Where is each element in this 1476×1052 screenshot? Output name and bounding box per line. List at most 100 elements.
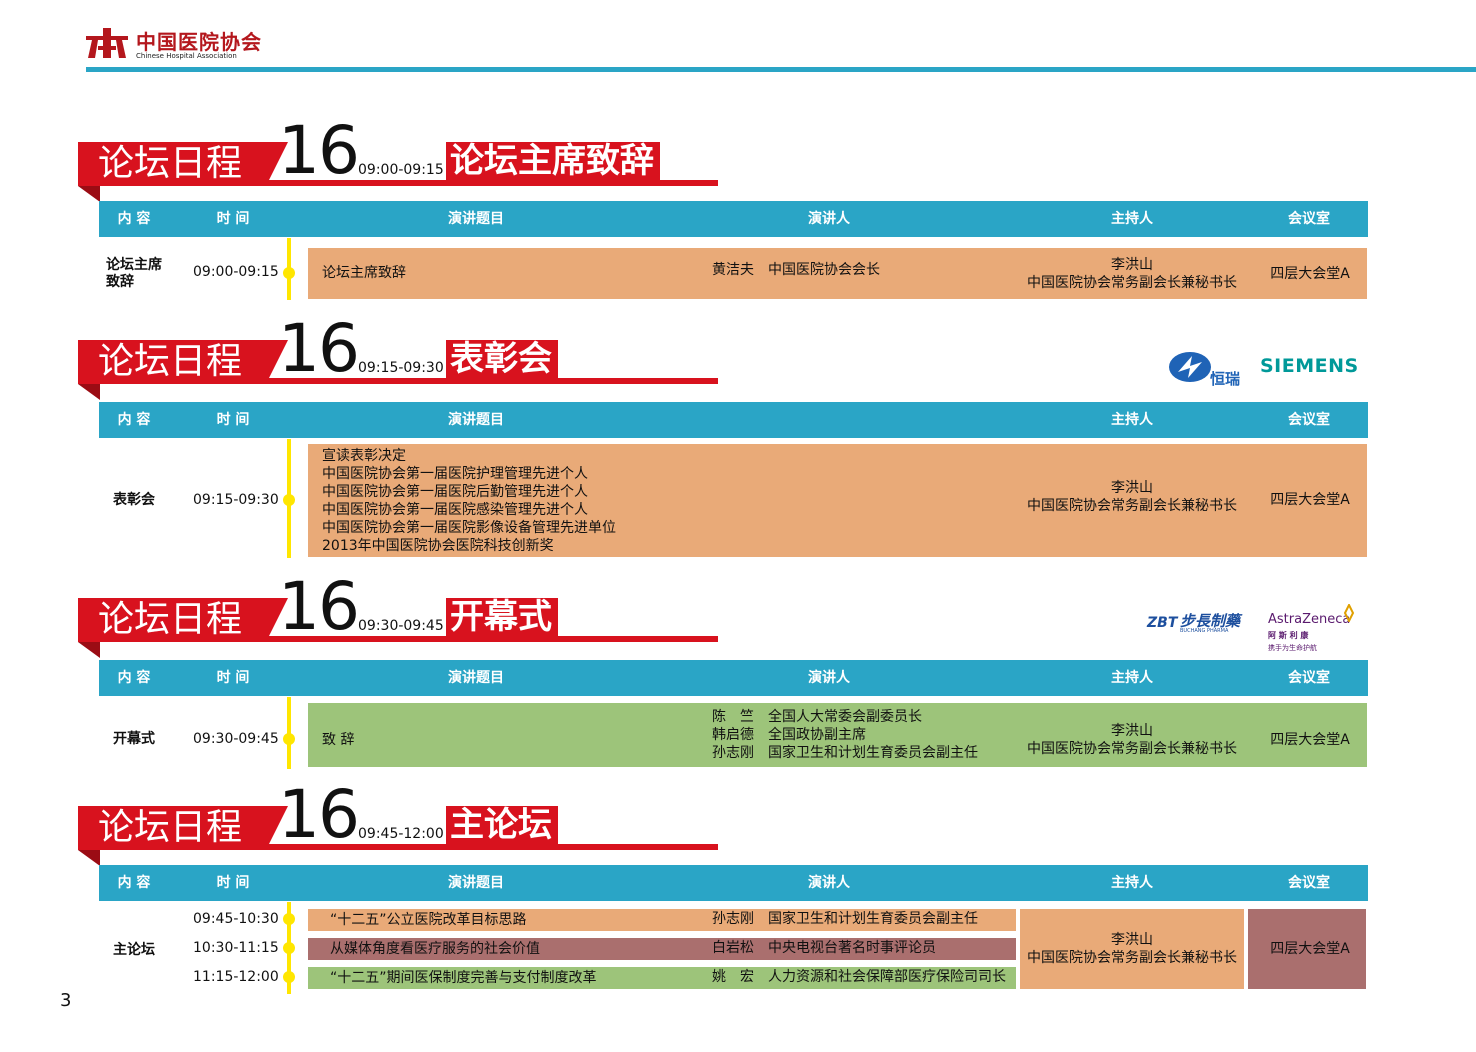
row-label: 开幕式 xyxy=(113,731,155,747)
header-divider xyxy=(86,67,1476,72)
row-time: 10:30-11:15 xyxy=(193,940,279,956)
room-cell xyxy=(1248,909,1366,989)
org-name-en: Chinese Hospital Association xyxy=(136,52,237,60)
section-banner-main-forum: 论坛日程 16 09:45-12:00 主论坛 xyxy=(78,780,718,866)
topic: 致 辞 xyxy=(322,732,355,748)
sponsor-astrazeneca-slogan: 携手为生命护航 xyxy=(1268,644,1317,652)
col-content: 内 容 xyxy=(117,670,151,686)
host-name: 李洪山 xyxy=(1111,932,1153,948)
speaker-name: 孙志刚 xyxy=(712,745,754,761)
page-number: 3 xyxy=(60,990,72,1011)
topic: “十二五”公立医院改革目标思路 xyxy=(330,912,527,928)
agenda-row xyxy=(308,248,1367,299)
timeline-dot xyxy=(283,942,295,954)
topic: 论坛主席致辞 xyxy=(322,265,406,281)
banner-time: 09:45-12:00 xyxy=(358,826,444,842)
section-banner-awards: 论坛日程 16 09:15-09:30 表彰会 xyxy=(78,314,718,400)
agenda-row xyxy=(308,938,1016,960)
banner-title: 论坛日程 xyxy=(98,599,243,640)
banner-tag: 表彰会 xyxy=(446,340,558,378)
col-room: 会议室 xyxy=(1288,211,1330,227)
section-banner-opening-ceremony: 论坛日程 16 09:30-09:45 开幕式 xyxy=(78,572,718,658)
speaker: 黄洁夫 中国医院协会会长 xyxy=(712,262,880,278)
sponsor-hengrui: 恒瑞 xyxy=(1210,370,1241,388)
speaker-name: 孙志刚 xyxy=(712,911,754,927)
banner-day: 16 xyxy=(278,310,360,387)
timeline-dot xyxy=(283,971,295,983)
col-topic: 演讲题目 xyxy=(448,211,504,227)
col-speaker: 演讲人 xyxy=(808,211,850,227)
banner-time: 09:00-09:15 xyxy=(358,162,444,178)
speaker-name: 韩启德 xyxy=(712,727,754,743)
astrazeneca-logo-icon xyxy=(1343,604,1355,622)
col-content: 内 容 xyxy=(117,875,151,891)
col-speaker: 演讲人 xyxy=(808,670,850,686)
timeline-dot xyxy=(283,494,295,506)
table-header: 内 容 时 间 演讲题目 主持人 会议室 xyxy=(99,402,1368,438)
row-time: 09:00-09:15 xyxy=(193,264,279,280)
topic-line: 中国医院协会第一届医院影像设备管理先进单位 xyxy=(322,520,616,536)
topic-line: 宣读表彰决定 xyxy=(322,448,406,464)
col-time: 时 间 xyxy=(216,670,250,686)
col-speaker: 演讲人 xyxy=(808,875,850,891)
speaker-name: 姚 宏 xyxy=(712,969,754,985)
host-name: 李洪山 xyxy=(1111,723,1153,739)
agenda-row xyxy=(308,444,1367,557)
col-topic: 演讲题目 xyxy=(448,412,504,428)
col-host: 主持人 xyxy=(1111,412,1153,428)
agenda-row xyxy=(308,967,1016,989)
col-room: 会议室 xyxy=(1288,670,1330,686)
room: 四层大会堂A xyxy=(1270,492,1350,508)
banner-title: 论坛日程 xyxy=(98,807,243,848)
banner-tag: 开幕式 xyxy=(446,598,558,636)
row-label: 主论坛 xyxy=(113,942,155,958)
topic-line: 2013年中国医院协会医院科技创新奖 xyxy=(322,538,554,554)
sponsor-buchang-en: BUCHANG PHARMA xyxy=(1180,628,1229,634)
row-time: 11:15-12:00 xyxy=(193,969,279,985)
org-name-cn: 中国医院协会 xyxy=(136,30,262,54)
topic-line: 中国医院协会第一届医院护理管理先进个人 xyxy=(322,466,588,482)
sponsor-astrazeneca-cn: 阿 斯 利 康 xyxy=(1268,631,1309,640)
col-time: 时 间 xyxy=(216,211,250,227)
row-label: 论坛主席致辞 xyxy=(106,257,162,290)
sponsor-buchang: 步長制藥 xyxy=(1180,612,1241,630)
speaker-name: 白岩松 xyxy=(712,940,754,956)
room: 四层大会堂A xyxy=(1270,732,1350,748)
row-time: 09:45-10:30 xyxy=(193,911,279,927)
col-host: 主持人 xyxy=(1111,211,1153,227)
banner-time: 09:30-09:45 xyxy=(358,618,444,634)
speaker-title: 国家卫生和计划生育委员会副主任 xyxy=(768,745,978,761)
speaker-name: 陈 竺 xyxy=(712,709,754,725)
col-topic: 演讲题目 xyxy=(448,670,504,686)
row-time: 09:15-09:30 xyxy=(193,492,279,508)
banner-day: 16 xyxy=(278,568,360,645)
col-room: 会议室 xyxy=(1288,875,1330,891)
room: 四层大会堂A xyxy=(1270,941,1350,957)
timeline-dot xyxy=(283,267,295,279)
hengrui-logo-icon xyxy=(1169,352,1211,382)
topic-line: 中国医院协会第一届医院后勤管理先进个人 xyxy=(322,484,588,500)
host-title: 中国医院协会常务副会长兼秘书长 xyxy=(1027,950,1237,966)
speaker-title: 人力资源和社会保障部医疗保险司司长 xyxy=(768,969,1006,985)
topic: 从媒体角度看医疗服务的社会价值 xyxy=(330,941,540,957)
banner-title: 论坛日程 xyxy=(98,143,243,184)
col-time: 时 间 xyxy=(216,412,250,428)
agenda-row xyxy=(308,703,1367,767)
row-label: 表彰会 xyxy=(113,492,155,508)
host-cell xyxy=(1020,909,1244,989)
host-title: 中国医院协会常务副会长兼秘书长 xyxy=(1027,741,1237,757)
timeline-dot xyxy=(283,913,295,925)
col-time: 时 间 xyxy=(216,875,250,891)
banner-tag: 主论坛 xyxy=(446,806,558,844)
col-content: 内 容 xyxy=(117,211,151,227)
banner-time: 09:15-09:30 xyxy=(358,360,444,376)
host-title: 中国医院协会常务副会长兼秘书长 xyxy=(1027,498,1237,514)
col-content: 内 容 xyxy=(117,412,151,428)
timeline-dot xyxy=(283,733,295,745)
col-topic: 演讲题目 xyxy=(448,875,504,891)
row-time: 09:30-09:45 xyxy=(193,731,279,747)
speaker-title: 全国政协副主席 xyxy=(768,727,866,743)
col-room: 会议室 xyxy=(1288,412,1330,428)
table-header: 内 容 时 间 演讲题目 演讲人 主持人 会议室 xyxy=(99,201,1368,237)
banner-day: 16 xyxy=(278,112,360,189)
